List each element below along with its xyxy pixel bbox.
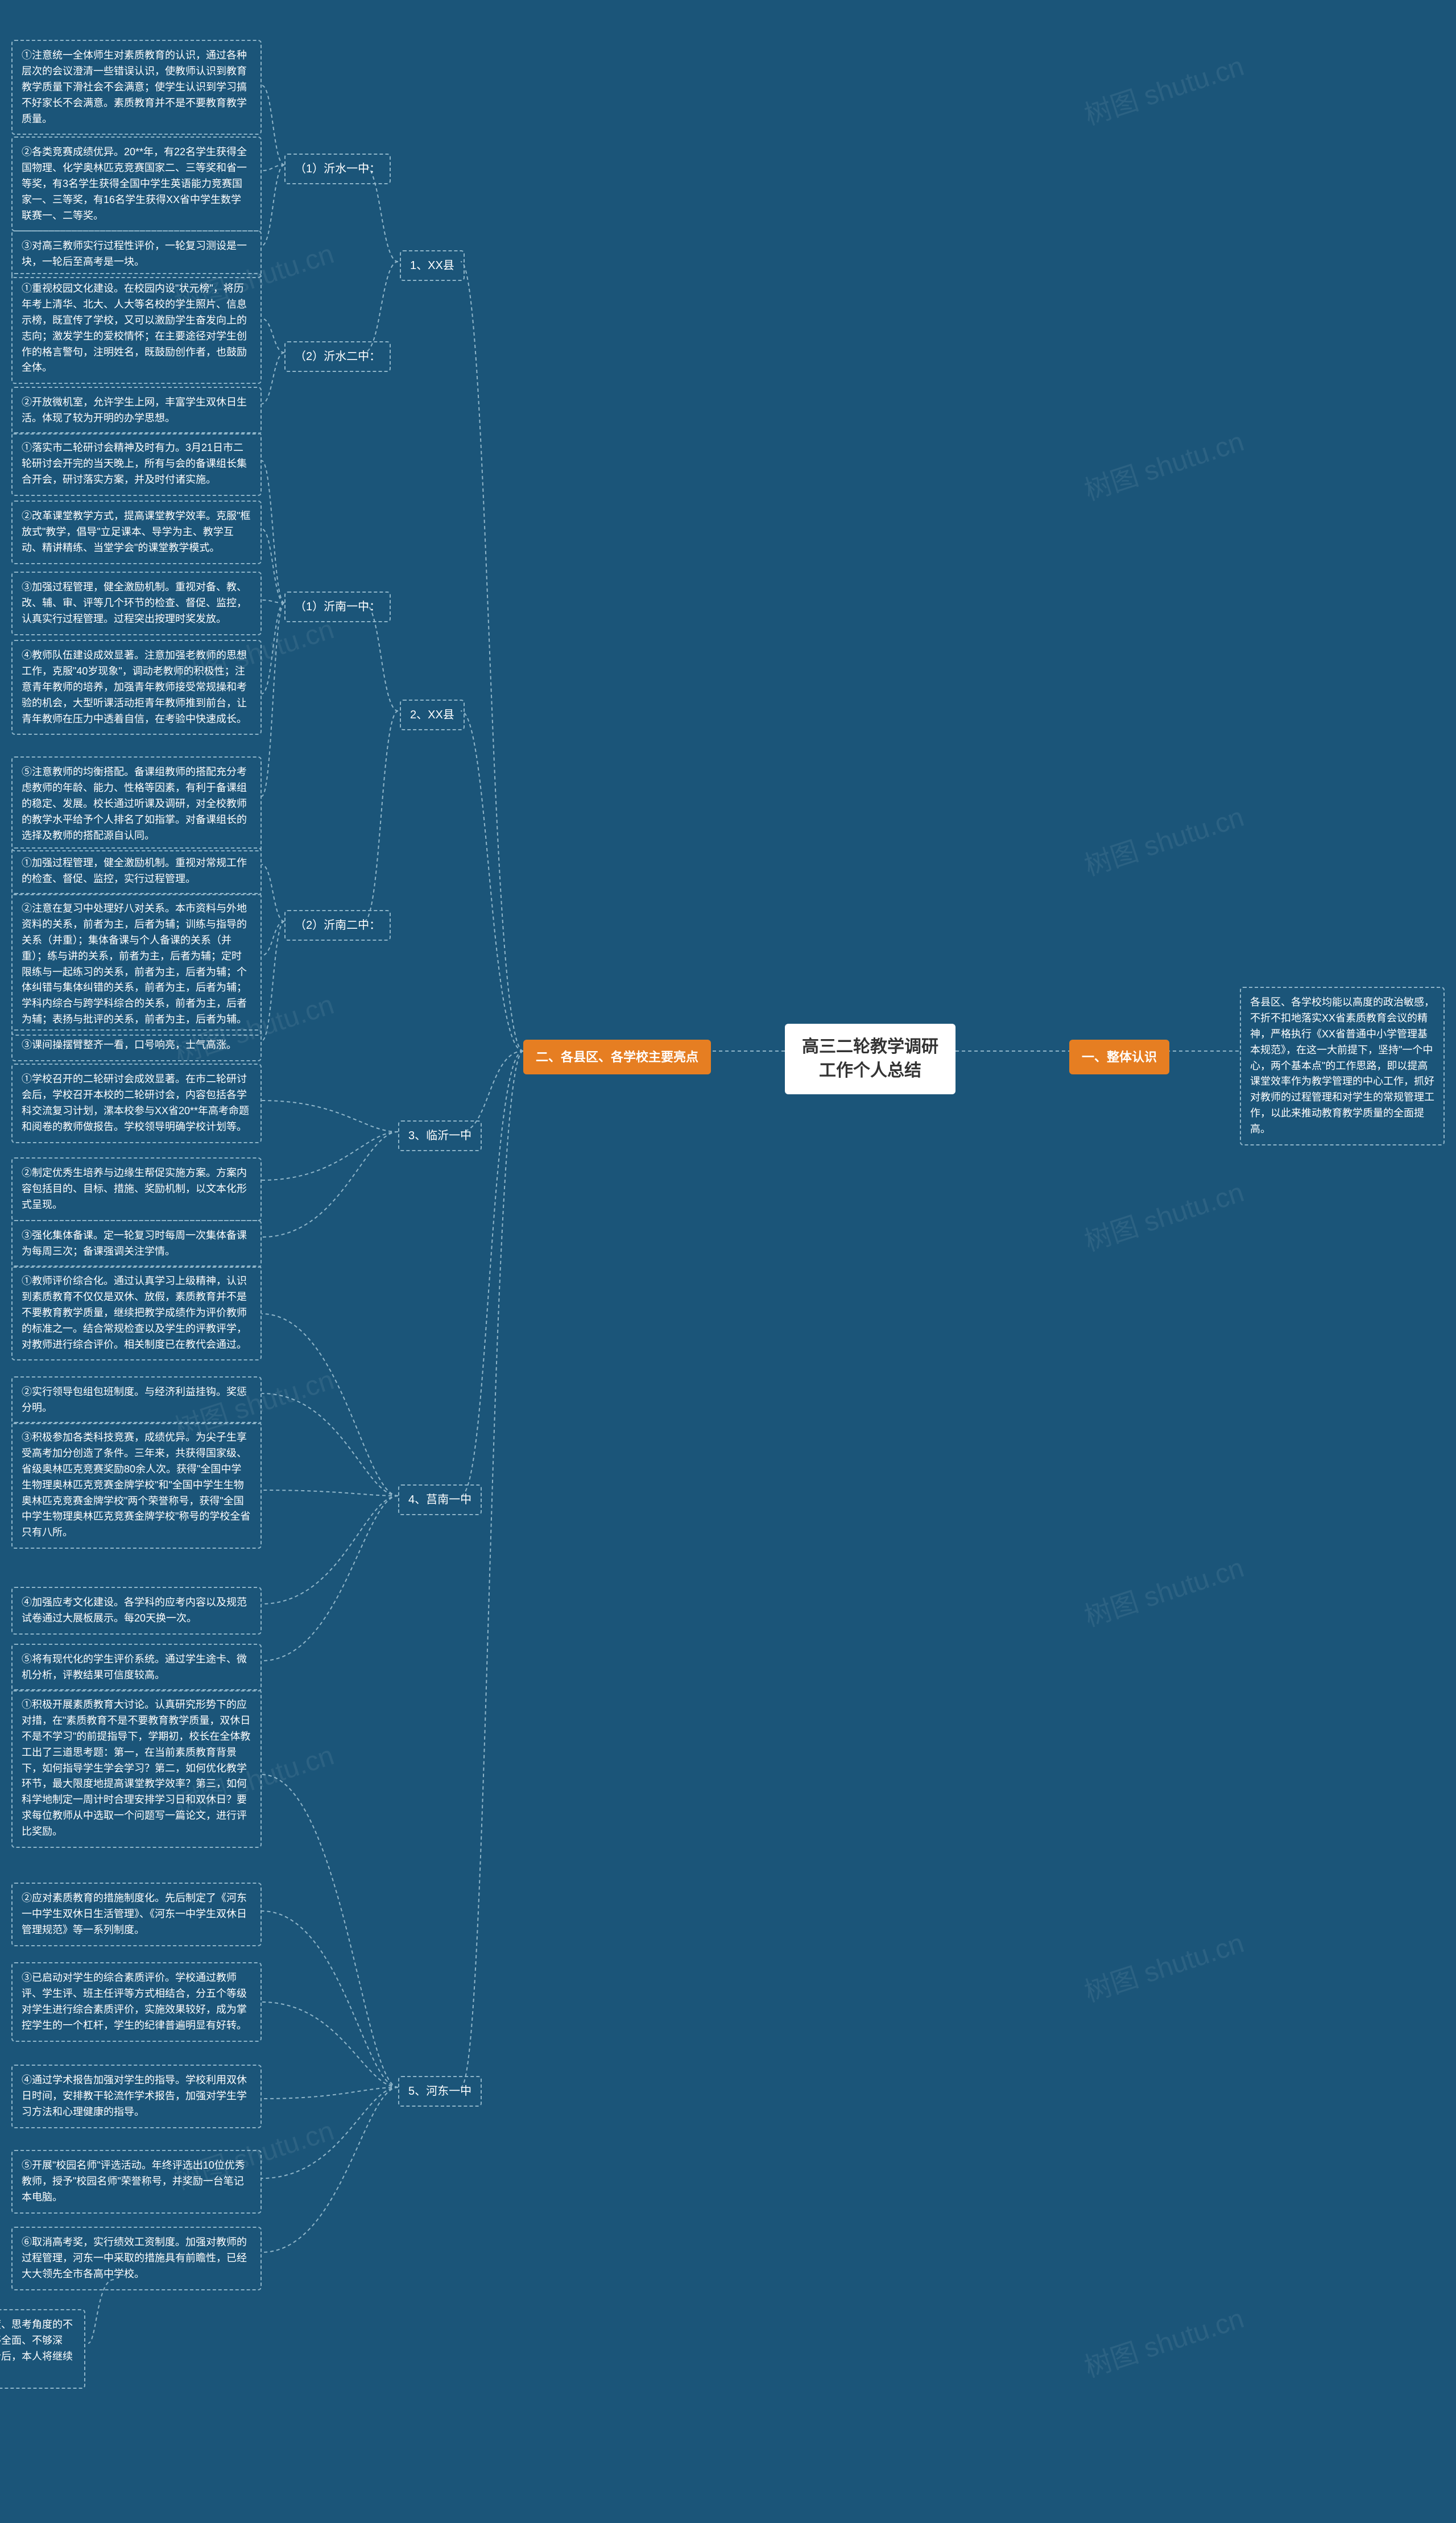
leaf-4-4: ④加强应考文化建设。各学科的应考内容以及规范试卷通过大展板展示。每20天换一次。 <box>11 1587 262 1635</box>
leaf-5-1: ①积极开展素质教育大讨论。认真研究形势下的应对措，在"素质教育不是不要教育教学质… <box>11 1689 262 1848</box>
leaf-5-2: ②应对素质教育的措施制度化。先后制定了《河东一中学生双休日生活管理》、《河东一中… <box>11 1883 262 1946</box>
leaf-5-3: ③已启动对学生的综合素质评价。学校通过教师评、学生评、班主任评等方式相结合，分五… <box>11 1962 262 2042</box>
leaf-1-1-2: ②各类竞赛成绩优异。20**年，有22名学生获得全国物理、化学奥林匹克竞赛国家二… <box>11 137 262 231</box>
group-2: 2、XX县 <box>400 700 465 730</box>
leaf-4-5: ⑤将有现代化的学生评价系统。通过学生途卡、微机分析，评教结果可信度较高。 <box>11 1644 262 1691</box>
watermark: 树图 shutu.cn <box>1078 1921 1248 2009</box>
group-1-2: （2）沂水二中： <box>284 341 391 372</box>
leaf-1-1-3: ③对高三教师实行过程性评价，一轮复习测设是一块，一轮后至高考是一块。 <box>11 230 262 278</box>
watermark: 树图 shutu.cn <box>1078 419 1248 508</box>
leaf-1-2-1: ①重视校园文化建设。在校园内设"状元榜"，将历年考上清华、北大、人大等名校的学生… <box>11 273 262 384</box>
leaf-2-2-2: ②注意在复习中处理好八对关系。本市资料与外地资料的关系，前者为主，后者为辅；训练… <box>11 893 262 1036</box>
branch-left: 二、各县区、各学校主要亮点 <box>523 1040 711 1074</box>
leaf-4-2: ②实行领导包组包班制度。与经济利益挂钩。奖惩分明。 <box>11 1376 262 1424</box>
leaf-3-2: ②制定优秀生培养与边缘生帮促实施方案。方案内容包括目的、目标、措施、奖励机制，以… <box>11 1157 262 1221</box>
leaf-3-1: ①学校召开的二轮研讨会成效显著。在市二轮研讨会后，学校召开本校的二轮研讨会，内容… <box>11 1064 262 1143</box>
group-2-2: （2）沂南二中： <box>284 910 391 941</box>
leaf-5-6: ⑥取消高考奖，实行绩效工资制度。加强对教师的过程管理，河东一中采取的措施具有前瞻… <box>11 2227 262 2290</box>
leaf-2-2-1: ①加强过程管理，健全激励机制。重视对常规工作的检查、督促、监控，实行过程管理。 <box>11 847 262 895</box>
watermark: 树图 shutu.cn <box>1078 795 1248 883</box>
leaf-4-3: ③积极参加各类科技竞赛，成绩优异。为尖子生享受高考加分创造了条件。三年来，共获得… <box>11 1422 262 1549</box>
watermark: 树图 shutu.cn <box>1078 2296 1248 2385</box>
leaf-1-2-2: ②开放微机室，允许学生上网，丰富学生双休日生活。体现了较为开明的办学思想。 <box>11 387 262 435</box>
leaf-2-1-1: ①落实市二轮研讨会精神及时有力。3月21日市二轮研讨会开完的当天晚上，所有与会的… <box>11 432 262 496</box>
leaf-2-1-2: ②改革课堂教学方式，提高课堂教学效率。克服"框放式"教学，倡导"立足课本、导学为… <box>11 501 262 564</box>
group-1: 1、XX县 <box>400 250 465 281</box>
leaf-2-1-3: ③加强过程管理，健全激励机制。重视对备、教、改、辅、审、评等几个环节的检查、督促… <box>11 572 262 635</box>
branch-right: 一、整体认识 <box>1069 1040 1169 1074</box>
watermark: 树图 shutu.cn <box>1078 44 1248 133</box>
leaf-2-2-3: ③课间操摆臂整齐一看，口号响亮，士气高涨。 <box>11 1029 262 1061</box>
root-node: 高三二轮教学调研工作个人总结 <box>785 1024 956 1094</box>
group-5: 5、河东一中 <box>398 2076 482 2107</box>
leaf-2-1-5: ⑤注意教师的均衡搭配。备课组教师的搭配充分考虑教师的年龄、能力、性格等因素，有利… <box>11 756 262 851</box>
leaf-5-5: ⑤开展"校园名师"评选活动。年终评选出10位优秀教师，授予"校园名师"荣誉称号，… <box>11 2150 262 2214</box>
leaf-1-1-1: ①注意统一全体师生对素质教育的认识，通过各种层次的会议澄清一些错误认识，使教师认… <box>11 40 262 135</box>
leaf-5-4: ④通过学术报告加强对学生的指导。学校利用双休日时间，安排教干轮流作学术报告，加强… <box>11 2065 262 2128</box>
group-3: 3、临沂一中 <box>398 1120 482 1151</box>
footer-note: 由于水平所限，以及观察角度、思考角度的不同，对各校亮点的总结还不够全面、不够深入… <box>0 2309 85 2389</box>
right-body: 各县区、各学校均能以高度的政治敏感，不折不扣地落实XX省素质教育会议的精神，严格… <box>1240 987 1445 1145</box>
group-4: 4、莒南一中 <box>398 1484 482 1515</box>
leaf-3-3: ③强化集体备课。定一轮复习时每周一次集体备课为每周三次；备课强调关注学情。 <box>11 1220 262 1268</box>
group-2-1: （1）沂南一中： <box>284 592 391 622</box>
watermark: 树图 shutu.cn <box>1078 1170 1248 1259</box>
leaf-2-1-4: ④教师队伍建设成效显著。注意加强老教师的思想工作，克服"40岁现象"，调动老教师… <box>11 640 262 735</box>
watermark: 树图 shutu.cn <box>1078 1545 1248 1634</box>
group-1-1: （1）沂水一中： <box>284 154 391 184</box>
leaf-4-1: ①教师评价综合化。通过认真学习上级精神，认识到素质教育不仅仅是双休、放假，素质教… <box>11 1265 262 1360</box>
